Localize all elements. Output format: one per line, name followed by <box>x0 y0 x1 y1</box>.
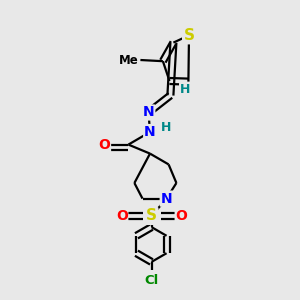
Text: S: S <box>146 208 157 224</box>
Text: H: H <box>180 83 190 97</box>
Text: S: S <box>184 28 194 43</box>
Text: O: O <box>116 209 128 223</box>
Text: O: O <box>98 138 110 152</box>
Text: Cl: Cl <box>144 274 159 287</box>
Text: N: N <box>143 106 154 119</box>
Text: N: N <box>144 125 156 139</box>
Text: Me: Me <box>119 53 139 67</box>
Text: H: H <box>161 121 172 134</box>
Text: O: O <box>175 209 187 223</box>
Text: N: N <box>161 192 172 206</box>
